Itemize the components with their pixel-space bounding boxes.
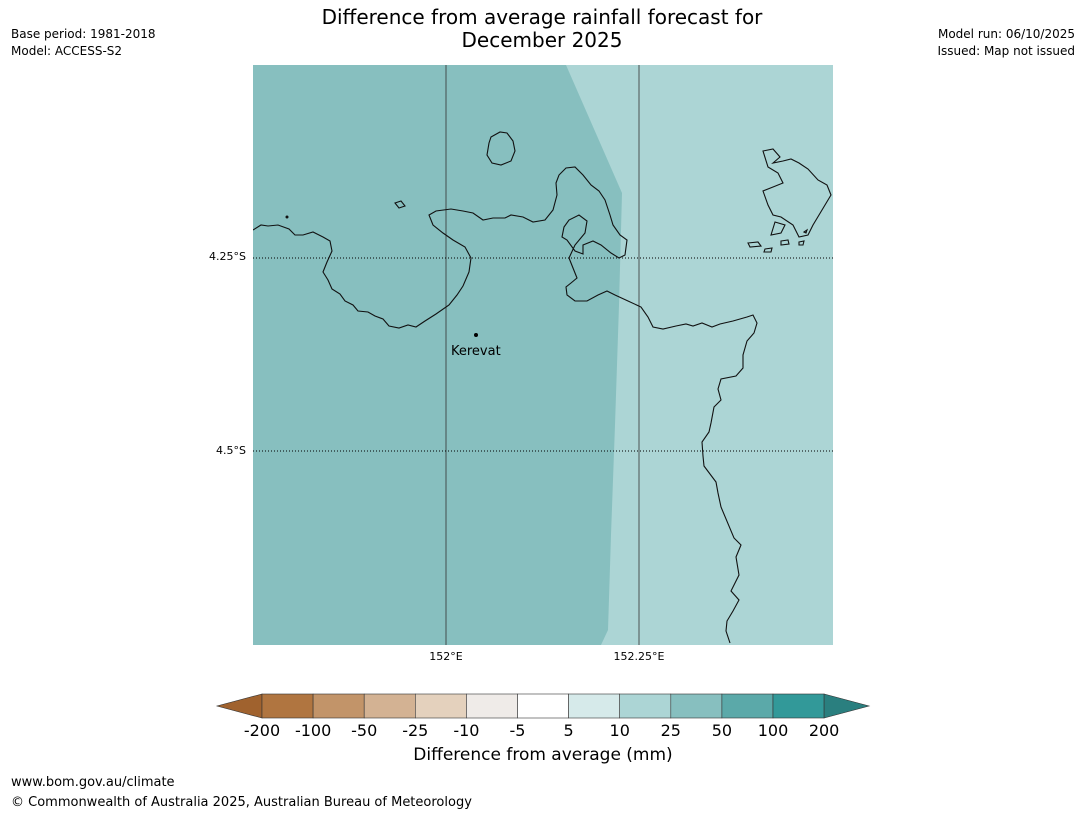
kerevat-label: Kerevat xyxy=(451,344,501,359)
legend-swatch xyxy=(517,693,569,719)
legend-tick-label: 50 xyxy=(711,721,733,740)
islet-west xyxy=(394,200,406,209)
kerevat-marker xyxy=(474,333,478,337)
lon-tick-1: 152°E xyxy=(429,650,463,663)
footer-copyright: © Commonwealth of Australia 2025, Austra… xyxy=(11,795,472,810)
model-run: Model run: 06/10/2025 xyxy=(937,27,1075,41)
legend-tick-label: -5 xyxy=(509,721,526,740)
legend-swatch xyxy=(721,693,774,719)
legend-tick-label: -10 xyxy=(453,721,480,740)
legend-swatch xyxy=(363,693,416,719)
legend-swatch xyxy=(670,693,723,719)
coastline-main xyxy=(252,166,758,644)
legend-swatch xyxy=(312,693,365,719)
legend-tick-label: -100 xyxy=(294,721,332,740)
map-svg: Kerevat xyxy=(252,65,833,645)
legend-swatch xyxy=(261,693,314,719)
base-period: Base period: 1981-2018 xyxy=(11,27,156,41)
legend-swatch xyxy=(568,693,621,719)
rainfall-band-25-50 xyxy=(253,65,622,645)
legend-tick-label: 5 xyxy=(563,721,574,740)
island-north xyxy=(486,131,516,166)
islet-dot xyxy=(285,215,289,219)
legend-swatch xyxy=(619,693,672,719)
legend-tick-label: 200 xyxy=(808,721,840,740)
legend-tick-label: -25 xyxy=(402,721,429,740)
title-line-2: December 2025 xyxy=(461,28,623,52)
map-title: Difference from average rainfall forecas… xyxy=(292,6,792,52)
lat-tick-2: 4.5°S xyxy=(216,444,246,457)
legend-swatch xyxy=(466,693,518,719)
meta-left: Base period: 1981-2018 Model: ACCESS-S2 xyxy=(11,26,156,60)
issued-status: Issued: Map not issued xyxy=(937,44,1075,58)
legend-tick-label: -50 xyxy=(351,721,378,740)
legend-title: Difference from average (mm) xyxy=(413,745,673,765)
meta-right: Model run: 06/10/2025 Issued: Map not is… xyxy=(937,26,1075,60)
map-panel: Kerevat xyxy=(252,65,833,645)
legend-tick-label: 25 xyxy=(660,721,681,740)
model-name: Model: ACCESS-S2 xyxy=(11,44,123,58)
legend-extend-high xyxy=(823,693,871,719)
legend-swatch xyxy=(415,693,467,719)
islands-northeast xyxy=(747,148,832,253)
title-line-1: Difference from average rainfall forecas… xyxy=(321,5,763,29)
legend-swatch xyxy=(772,693,825,719)
footer-url[interactable]: www.bom.gov.au/climate xyxy=(11,775,175,790)
legend-colorbar xyxy=(215,693,871,719)
legend-tick-label: 100 xyxy=(757,721,789,740)
legend-tick-label: -200 xyxy=(243,721,281,740)
lat-tick-1: 4.25°S xyxy=(209,250,246,263)
lon-tick-2: 152.25°E xyxy=(613,650,665,663)
legend-extend-low xyxy=(215,693,263,719)
legend-tick-label: 10 xyxy=(609,721,630,740)
